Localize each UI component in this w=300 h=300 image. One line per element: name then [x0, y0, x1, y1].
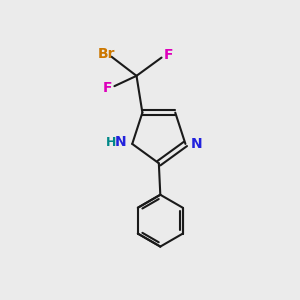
- Text: F: F: [163, 48, 173, 62]
- Text: N: N: [115, 135, 127, 149]
- Text: Br: Br: [98, 47, 115, 61]
- Text: N: N: [191, 137, 203, 151]
- Text: H: H: [106, 136, 116, 149]
- Text: F: F: [103, 81, 113, 94]
